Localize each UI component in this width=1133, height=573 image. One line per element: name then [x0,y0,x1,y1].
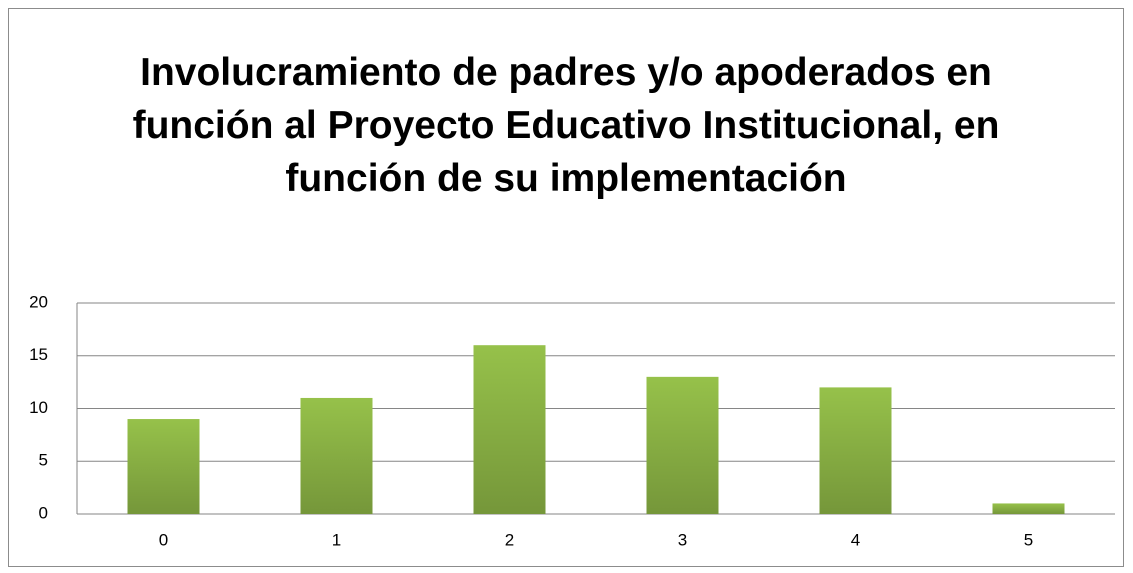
y-tick-label: 20 [29,292,48,311]
bar-shade [300,397,373,514]
bar-shade [819,387,892,514]
y-tick-label: 10 [29,398,48,417]
x-tick-label: 2 [505,530,514,549]
x-tick-label: 5 [1024,530,1033,549]
y-tick-label: 5 [39,451,48,470]
bar-shade [473,345,546,514]
bar-shade [992,503,1065,514]
y-tick-label: 15 [29,345,48,364]
x-tick-label: 3 [678,530,687,549]
bar-shade [646,376,719,514]
chart-title: Involucramiento de padres y/o apoderados… [132,51,1000,200]
chart-border [8,8,1124,567]
y-tick-label: 0 [39,503,48,522]
x-tick-label: 0 [159,530,168,549]
x-tick-label: 4 [851,530,860,549]
x-tick-label: 1 [332,530,341,549]
bar-shade [127,419,200,514]
